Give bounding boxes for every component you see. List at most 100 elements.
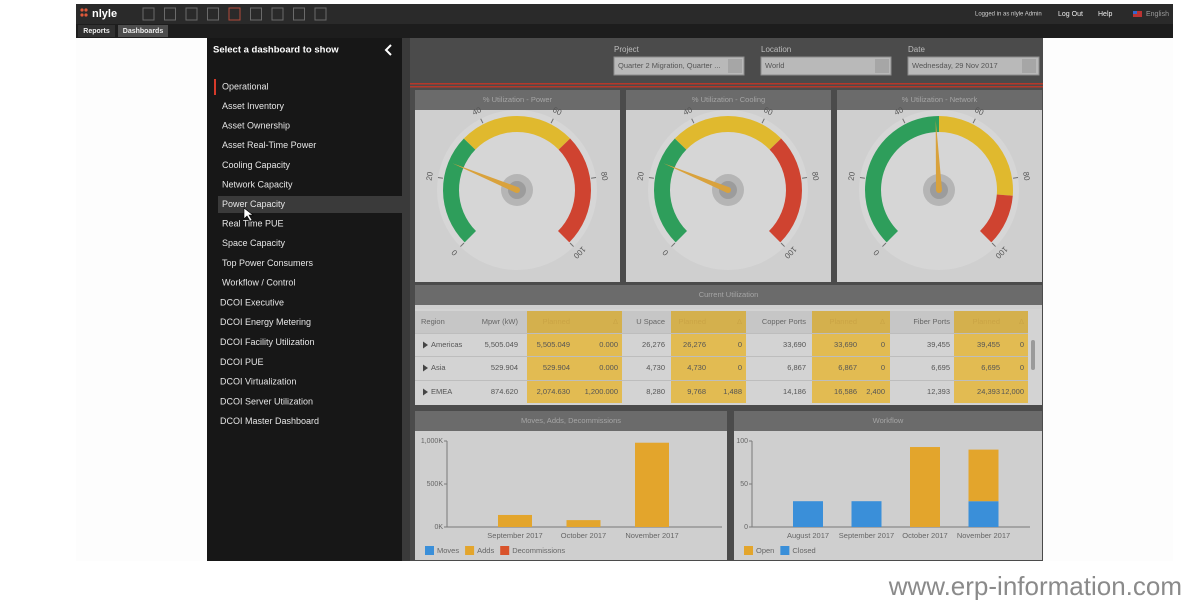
gauge-tick-label: 80: [1021, 171, 1031, 182]
filter-value[interactable]: World: [765, 61, 784, 70]
table-cell: 529.904: [491, 363, 518, 372]
column-header: Δ: [613, 317, 618, 326]
gauge-band: [654, 138, 687, 243]
menu-item[interactable]: DCOI Facility Utilization: [220, 337, 315, 347]
expand-arrow[interactable]: [423, 341, 428, 349]
top-link[interactable]: English: [1146, 11, 1169, 18]
gauge-tick: [480, 118, 484, 124]
menu-item[interactable]: Real Time PUE: [222, 219, 284, 229]
filter-value[interactable]: Quarter 2 Migration, Quarter ...: [618, 61, 721, 70]
menu-item[interactable]: Asset Real-Time Power: [222, 140, 316, 150]
menu-item[interactable]: Asset Ownership: [222, 121, 290, 131]
gauge-tick: [780, 242, 785, 247]
table-cell: EMEA: [431, 387, 452, 396]
legend-label: Decommissions: [512, 546, 565, 555]
gauge-band: [558, 138, 592, 243]
toolbar-icon[interactable]: [142, 7, 155, 21]
gauge-needle: [663, 163, 730, 193]
column-header: Δ: [737, 317, 742, 326]
toolbar-icon[interactable]: [271, 7, 284, 21]
filter-input[interactable]: [907, 56, 1040, 76]
filter-button[interactable]: [728, 59, 742, 73]
column-header: Planned: [678, 317, 706, 326]
close-chevron[interactable]: [384, 44, 392, 56]
y-tick-label: 0: [744, 524, 748, 531]
gauge-band: [463, 115, 571, 150]
tab-label[interactable]: Dashboards: [123, 28, 164, 35]
menu-item[interactable]: Asset Inventory: [222, 101, 285, 111]
gauge-tick: [671, 242, 676, 247]
gauge-tick: [859, 176, 866, 179]
table-cell: 5,505.049: [537, 340, 570, 349]
top-link[interactable]: Help: [1098, 11, 1113, 18]
filter-input[interactable]: [760, 56, 892, 76]
filter-input[interactable]: [613, 56, 745, 76]
filter-button[interactable]: [1022, 59, 1036, 73]
column-header: Region: [421, 317, 445, 326]
table-cell: Americas: [431, 340, 463, 349]
toolbar-icon[interactable]: [207, 7, 219, 21]
menu-item[interactable]: Workflow / Control: [222, 277, 295, 287]
tab[interactable]: [118, 25, 168, 37]
gauge-tick: [590, 176, 597, 179]
menu-item[interactable]: DCOI Executive: [220, 297, 284, 307]
menu-item[interactable]: DCOI Master Dashboard: [220, 416, 319, 426]
table-cell: 0: [1020, 363, 1024, 372]
menu-item[interactable]: Power Capacity: [222, 199, 286, 209]
top-link[interactable]: Log Out: [1058, 11, 1083, 18]
legend-label: Open: [756, 546, 774, 555]
panel-header: [415, 90, 620, 110]
gauge-tick-label: 80: [599, 171, 609, 182]
toolbar-icon[interactable]: [293, 7, 305, 21]
menu-item[interactable]: DCOI Server Utilization: [220, 396, 313, 406]
panel-title: Current Utilization: [699, 290, 759, 299]
table-cell: 6,695: [931, 363, 950, 372]
menu-item[interactable]: Space Capacity: [222, 238, 286, 248]
bar: [910, 447, 940, 527]
top-bar: [76, 4, 1173, 24]
y-tick-label: 500K: [427, 481, 444, 488]
table-cell: 2,074.630: [537, 387, 570, 396]
tab-label[interactable]: Reports: [83, 28, 110, 35]
red-rule: [402, 86, 1043, 88]
menu-item[interactable]: Top Power Consumers: [222, 258, 314, 268]
gauge-band: [864, 116, 939, 243]
toolbar-icon[interactable]: [164, 7, 176, 21]
menu-item[interactable]: Network Capacity: [222, 179, 293, 189]
gauge-band: [674, 116, 782, 150]
toolbar-icon[interactable]: [250, 7, 262, 21]
tab[interactable]: [78, 25, 115, 37]
bar: [851, 501, 882, 527]
bar: [635, 442, 669, 527]
table-cell: 16,586: [834, 387, 857, 396]
menu-item[interactable]: Cooling Capacity: [222, 160, 291, 170]
gauge-needle: [452, 163, 519, 193]
toolbar-icon[interactable]: [185, 7, 198, 21]
gauge-band: [939, 116, 1014, 196]
legend-label: Adds: [477, 546, 494, 555]
column-header: U Space: [636, 317, 665, 326]
expand-arrow[interactable]: [423, 388, 428, 396]
menu-item[interactable]: DCOI Virtualization: [220, 377, 296, 387]
expand-arrow[interactable]: [423, 364, 428, 372]
bar: [968, 501, 999, 527]
toolbar-icon[interactable]: [228, 7, 241, 21]
table-cell: 6,695: [981, 363, 1000, 372]
gauge-tick: [902, 118, 906, 124]
panel: [415, 411, 727, 560]
gauge-tick: [801, 176, 808, 179]
table-cell: 33,690: [783, 340, 806, 349]
filter-value[interactable]: Wednesday, 29 Nov 2017: [912, 61, 998, 70]
filter-button[interactable]: [875, 59, 889, 73]
y-tick-label: 100: [736, 438, 748, 445]
toolbar-icon[interactable]: [314, 7, 327, 21]
menu-item[interactable]: Operational: [222, 81, 269, 91]
table-cell: 2,400: [866, 387, 885, 396]
table-cell: 0.000: [599, 363, 618, 372]
column-header: Copper Ports: [762, 317, 806, 326]
menu-item[interactable]: DCOI PUE: [220, 357, 264, 367]
bar: [566, 520, 601, 527]
y-tick-label: 1,000K: [421, 438, 444, 445]
menu-item[interactable]: DCOI Energy Metering: [220, 317, 311, 327]
